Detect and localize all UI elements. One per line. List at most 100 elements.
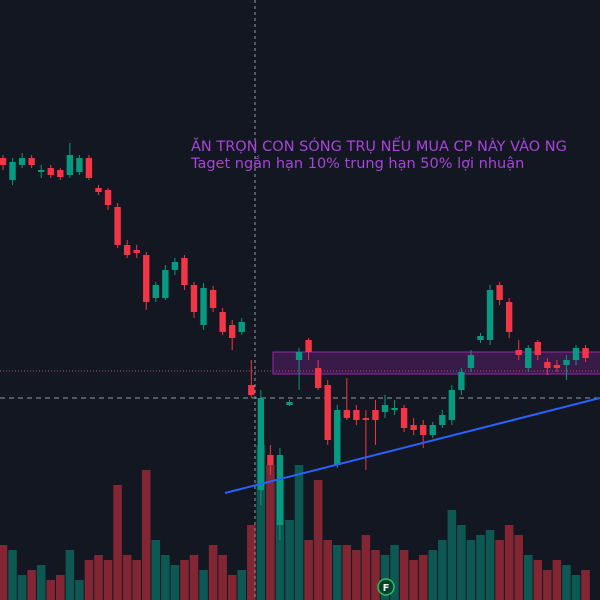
volume-bar (418, 555, 428, 600)
candle-body (38, 170, 45, 172)
volume-bar (56, 575, 65, 600)
candle-body (257, 398, 265, 490)
candle-body (209, 290, 217, 308)
volume-bar (390, 545, 399, 600)
volume-bar (332, 545, 342, 600)
candle-body (171, 262, 179, 270)
candle-body (76, 158, 83, 172)
candle-body (248, 385, 255, 395)
candle-body (582, 348, 589, 358)
candle-body (525, 348, 532, 368)
volume-bar (17, 575, 27, 600)
candle-body (104, 190, 112, 205)
volume-bar (543, 570, 552, 600)
volume-bar (504, 525, 514, 600)
candle-body (505, 302, 513, 332)
volume-bar (122, 555, 132, 600)
marker-icon[interactable] (377, 578, 395, 596)
candle-body (9, 162, 16, 180)
volume-bar (533, 560, 543, 600)
volume-bar (227, 575, 237, 600)
candle-body (276, 455, 284, 525)
candle-body (295, 352, 303, 360)
candle-body (515, 350, 522, 355)
candle-body (448, 390, 456, 420)
candle-layer (0, 143, 589, 540)
volume-bar (447, 510, 457, 600)
volume-bar (313, 480, 323, 600)
candle-body (458, 372, 465, 390)
annotation: Taget ngắn hạn 10% trung hạn 50% lợi nhu… (190, 155, 524, 172)
volume-bar (571, 575, 581, 600)
candle-body (162, 270, 169, 298)
candle-body (47, 168, 54, 175)
candle-body (410, 425, 417, 430)
candle-body (57, 170, 64, 177)
candle-body (544, 362, 551, 368)
candle-body (305, 340, 312, 352)
volume-bar (247, 525, 256, 600)
volume-bar (304, 540, 313, 600)
candle-body (95, 188, 102, 192)
candle-body (229, 325, 236, 338)
volume-bar (495, 540, 504, 600)
candle-body (391, 408, 398, 410)
candle-body (400, 408, 408, 428)
marker-label[interactable]: F (383, 583, 390, 594)
candle-body (28, 158, 35, 165)
volume-bar (237, 570, 247, 600)
volume-bar (113, 485, 122, 600)
volume-bar (94, 555, 103, 600)
candle-body (267, 455, 274, 465)
volume-bar (170, 565, 180, 600)
candle-body (420, 425, 427, 435)
volume-bar (132, 560, 141, 600)
candle-body (238, 322, 245, 332)
volume-bar (103, 560, 113, 600)
volume-bar (161, 555, 170, 600)
volume-bar (8, 550, 17, 600)
volume-bar (476, 535, 485, 600)
volume-bar (552, 560, 562, 600)
volume-bar (581, 570, 590, 600)
candle-body (200, 288, 207, 325)
candle-body (66, 155, 74, 175)
candle-body (572, 348, 580, 360)
annotation: ĂN TRỌN CON SÓNG TRỤ NẾU MUA CP NÀY VÀO … (191, 136, 567, 155)
volume-bar (199, 570, 208, 600)
volume-bar (361, 535, 371, 600)
candle-body (429, 425, 436, 435)
candle-body (219, 312, 226, 332)
candle-body (553, 365, 561, 368)
candle-body (114, 207, 121, 245)
candle-body (18, 158, 26, 165)
volume-bar (218, 555, 227, 600)
volume-bar (0, 545, 8, 600)
trend-line (224, 397, 600, 494)
candle-body (152, 285, 159, 298)
volume-bar (75, 580, 84, 600)
volume-bar (256, 445, 266, 600)
zone-box (272, 351, 600, 375)
candle-body (534, 342, 541, 355)
candle-body (372, 410, 379, 420)
candle-body (314, 368, 322, 388)
volume-bar (409, 560, 418, 600)
candle-body (496, 285, 503, 300)
volume-bar (141, 470, 151, 600)
volume-bar (266, 465, 275, 600)
volume-bar (457, 525, 466, 600)
candle-body (190, 285, 198, 312)
candle-body (362, 418, 370, 420)
candle-body (133, 250, 140, 253)
volume-bar (208, 545, 218, 600)
volume-bar (65, 550, 75, 600)
volume-bar (84, 560, 94, 600)
volume-bar (380, 555, 390, 600)
volume-bar (46, 580, 56, 600)
candle-body (143, 255, 150, 302)
candle-body (353, 410, 360, 420)
volume-bar (466, 540, 476, 600)
